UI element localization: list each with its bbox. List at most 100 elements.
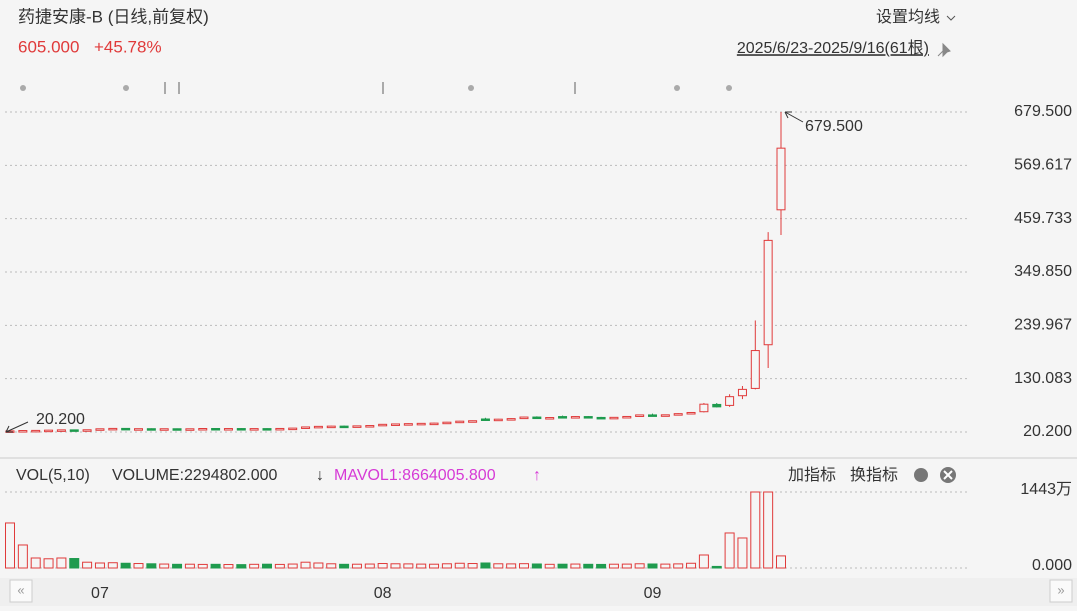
volume-text: VOLUME:2294802.000 xyxy=(112,467,278,484)
candle-body xyxy=(352,425,362,428)
candle-body xyxy=(622,415,632,419)
add-indicator[interactable]: 加指标 xyxy=(788,466,836,484)
volume-bar xyxy=(313,562,324,569)
candle-body xyxy=(712,403,722,408)
volume-bar xyxy=(351,563,362,569)
candle-body xyxy=(570,416,580,419)
candle-body xyxy=(301,426,311,429)
volume-bar xyxy=(82,561,93,569)
volume-bar xyxy=(377,563,388,569)
candle-body xyxy=(776,147,786,211)
volume-bar xyxy=(56,557,67,569)
volume-bar xyxy=(660,563,671,569)
candle-body xyxy=(18,430,28,433)
candle-body xyxy=(198,428,208,431)
y-tick-label: 349.850 xyxy=(1014,263,1072,280)
volume-bar xyxy=(737,537,748,569)
volume-bar xyxy=(287,563,298,569)
y-tick-label: 679.500 xyxy=(1014,103,1072,120)
y2-tick-label: 1443万 xyxy=(1020,481,1072,498)
volume-bar xyxy=(647,563,658,569)
candle-body xyxy=(134,428,143,431)
candle-body xyxy=(56,429,66,432)
candle-body xyxy=(211,428,221,431)
volume-bar xyxy=(711,565,722,569)
volume-bar xyxy=(107,562,118,569)
volume-bar xyxy=(236,564,247,569)
volume-bar xyxy=(326,563,337,569)
volume-bar xyxy=(531,563,542,569)
switch-indicator[interactable]: 换指标 xyxy=(850,466,898,484)
candle-body xyxy=(403,423,413,426)
candle-body xyxy=(442,421,452,425)
candle-body xyxy=(493,418,503,422)
volume-title: VOL(5,10) xyxy=(16,467,90,484)
candle-body xyxy=(313,425,323,429)
date-range[interactable]: 2025/6/23-2025/9/16(61根) xyxy=(737,39,929,57)
candle-body xyxy=(146,428,156,431)
candle-body xyxy=(391,423,400,426)
candle-body xyxy=(185,428,195,431)
x-tick-label: 09 xyxy=(644,585,662,602)
volume-bar xyxy=(454,562,465,569)
min-label: 20.200 xyxy=(36,411,85,428)
volume-bar xyxy=(776,555,786,569)
volume-bar xyxy=(403,563,414,569)
candle-body xyxy=(609,416,619,420)
close-x xyxy=(943,470,953,480)
volume-bar xyxy=(544,563,555,569)
candle-body xyxy=(275,427,285,431)
volume-bar xyxy=(673,563,684,569)
candle-body xyxy=(288,427,298,431)
scroll-left[interactable] xyxy=(9,579,33,603)
y-tick-label: 20.200 xyxy=(1023,423,1072,440)
volume-bar xyxy=(172,563,183,569)
candle-body xyxy=(532,416,542,420)
candle-body xyxy=(699,403,709,413)
x-tick-label: 08 xyxy=(374,585,392,602)
volume-bar xyxy=(763,491,774,569)
candle-body xyxy=(763,239,773,346)
candle-body xyxy=(750,350,760,389)
volume-bar xyxy=(390,563,401,569)
volume-bar xyxy=(300,561,311,569)
candle-body xyxy=(82,429,92,432)
volume-bar xyxy=(94,562,105,569)
volume-bar xyxy=(43,558,54,569)
settings-icon[interactable] xyxy=(914,468,928,482)
volume-bar xyxy=(557,563,568,569)
volume-bar xyxy=(519,563,529,569)
candle-body xyxy=(660,414,670,417)
annotation-arrow xyxy=(5,421,29,433)
price: 605.000 xyxy=(18,37,79,56)
scroll-right-icon: » xyxy=(1057,582,1064,597)
y2-tick-label: 0.000 xyxy=(1032,557,1072,574)
volume-bar xyxy=(724,532,735,569)
ma-settings[interactable]: 设置均线 xyxy=(876,8,940,26)
candle-body xyxy=(223,428,233,431)
volume-bar xyxy=(133,563,144,569)
volume-bar xyxy=(634,563,645,569)
candle-body xyxy=(172,428,182,431)
volume-bar xyxy=(570,563,581,569)
candle-body xyxy=(686,411,696,415)
volume-bar xyxy=(5,522,15,569)
candle-body xyxy=(545,417,555,420)
volume-bar xyxy=(339,563,350,569)
candle-body xyxy=(583,416,593,419)
scrollbar xyxy=(0,578,1077,606)
pin-icon[interactable] xyxy=(937,42,951,58)
annotation-arrow xyxy=(784,111,804,123)
scroll-right[interactable] xyxy=(1049,579,1073,603)
candle-body xyxy=(378,423,388,427)
x-tick-label: 07 xyxy=(91,585,109,602)
candle-body xyxy=(249,428,259,431)
mavol-text: MAVOL1:8664005.800 xyxy=(334,467,496,484)
volume-bar xyxy=(364,563,375,569)
volume-bar xyxy=(274,563,285,569)
volume-bar xyxy=(159,563,170,569)
volume-bar xyxy=(146,563,157,569)
